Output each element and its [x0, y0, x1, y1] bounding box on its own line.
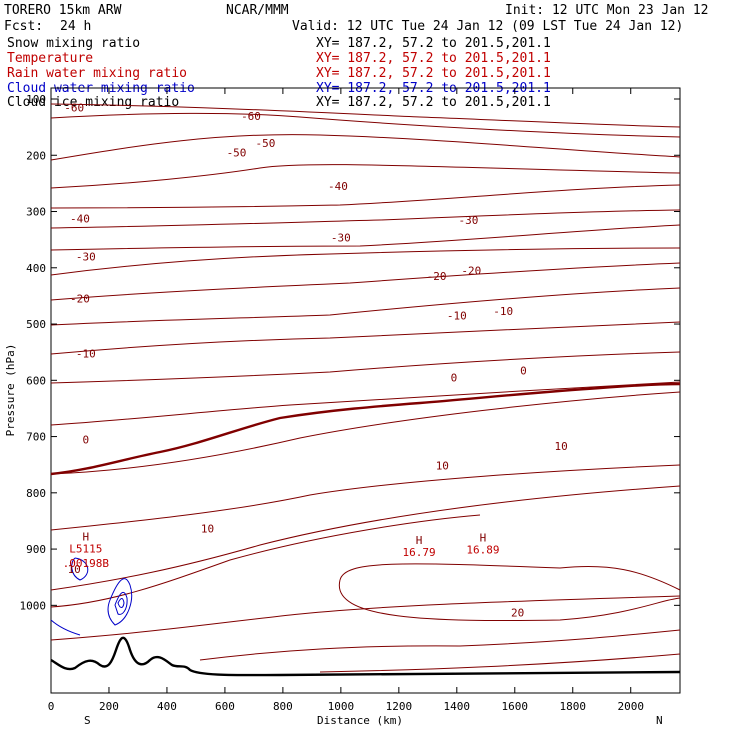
isotherm-label: -40 — [328, 180, 348, 193]
fcst-label: Fcst: — [4, 19, 43, 34]
x-tick-label: 800 — [273, 700, 293, 713]
y-tick-label: 400 — [26, 262, 46, 275]
x-axis-title: Distance (km) — [317, 714, 403, 727]
y-tick-label: 700 — [26, 431, 46, 444]
isotherm-label: 10 — [555, 440, 568, 453]
isotherm-label: -60 — [241, 110, 261, 123]
legend-xy-cloud-ice: XY= 187.2, 57.2 to 201.5,201.1 — [316, 95, 551, 110]
isotherm-label: -20 — [70, 293, 90, 306]
x-tick-label: 400 — [157, 700, 177, 713]
isotherm-label: -30 — [331, 231, 351, 244]
isotherm-label: -50 — [256, 137, 276, 150]
x-tick-label: 600 — [215, 700, 235, 713]
legend-name-snow: Snow mixing ratio — [7, 36, 140, 51]
fcst-value: 24 h — [60, 19, 91, 34]
x-axis: 0 200 400 600 800 1000 1200 1400 1600 1800 2000 — [48, 88, 644, 713]
y-tick-label: 500 — [26, 318, 46, 331]
isotherm-label: -40 — [70, 212, 90, 225]
isotherm-label: -10 — [447, 310, 467, 323]
cloud-water-contours — [50, 557, 133, 636]
x-tick-label: 1200 — [386, 700, 413, 713]
high-value: L5115 — [69, 543, 102, 556]
zero-isotherm — [50, 382, 681, 476]
y-tick-label: 1000 — [20, 599, 47, 612]
x-tick-label: 1000 — [328, 700, 355, 713]
x-tick-label: 1400 — [444, 700, 471, 713]
high-marker: H — [82, 531, 89, 544]
x-tick-label: 200 — [99, 700, 119, 713]
isotherm-label: -20 — [427, 270, 447, 283]
isotherm-label: -50 — [227, 146, 247, 159]
model-title: TORERO 15km ARW — [4, 3, 122, 18]
isotherm-label: 10 — [68, 563, 81, 576]
terrain-line — [50, 636, 681, 677]
x-end-right: N — [656, 714, 663, 727]
x-end-left: S — [84, 714, 91, 727]
legend: Snow mixing ratio XY= 187.2, 57.2 to 201… — [7, 36, 551, 110]
isotherm-label: 0 — [82, 433, 89, 446]
isotherm-label: -30 — [458, 214, 478, 227]
valid-time: Valid: 12 UTC Tue 24 Jan 12 (09 LST Tue … — [292, 19, 683, 34]
legend-xy-rain: XY= 187.2, 57.2 to 201.5,201.1 — [316, 66, 551, 81]
high-value: .00198B — [63, 557, 110, 570]
isotherm-lines — [50, 103, 681, 673]
isotherm-label: -30 — [76, 251, 96, 264]
legend-xy-snow: XY= 187.2, 57.2 to 201.5,201.1 — [316, 36, 551, 51]
x-tick-label: 0 — [48, 700, 55, 713]
x-tick-label: 1800 — [560, 700, 587, 713]
isotherm-label: -20 — [461, 265, 481, 278]
isotherm-label: 10 — [201, 522, 214, 535]
y-tick-label: 600 — [26, 374, 46, 387]
x-tick-label: 1600 — [502, 700, 529, 713]
y-tick-label: 900 — [26, 543, 46, 556]
isotherm-label: 0 — [520, 365, 527, 378]
isotherm-label: 10 — [436, 459, 449, 472]
isotherm-label: -10 — [76, 347, 96, 360]
org-label: NCAR/MMM — [226, 3, 289, 18]
high-marker: H — [480, 531, 487, 544]
legend-xy-temperature: XY= 187.2, 57.2 to 201.5,201.1 — [316, 51, 551, 66]
high-value: 16.79 — [403, 546, 436, 559]
isotherm-label: -10 — [493, 305, 513, 318]
plot-frame — [50, 87, 681, 694]
high-value: 16.89 — [466, 543, 499, 556]
init-time: Init: 12 UTC Mon 23 Jan 12 — [505, 3, 709, 18]
legend-name-temperature: Temperature — [7, 51, 93, 66]
y-tick-label: 800 — [26, 487, 46, 500]
high-marker: H — [416, 534, 423, 547]
legend-name-rain: Rain water mixing ratio — [7, 66, 187, 81]
y-axis-title: Pressure (hPa) — [4, 344, 17, 437]
y-tick-label: 300 — [26, 206, 46, 219]
y-tick-label: 200 — [26, 149, 46, 162]
x-tick-label: 2000 — [617, 700, 644, 713]
isotherm-label: -60 — [64, 101, 84, 114]
y-tick-label: 100 — [26, 93, 46, 106]
isotherm-labels: -60 -60 -50 -50 -40 -40 -30 -30 -30 -20 -20 -20 -10 -… — [64, 101, 568, 619]
isotherm-label: 0 — [451, 371, 458, 384]
isotherm-label: 20 — [511, 607, 524, 620]
